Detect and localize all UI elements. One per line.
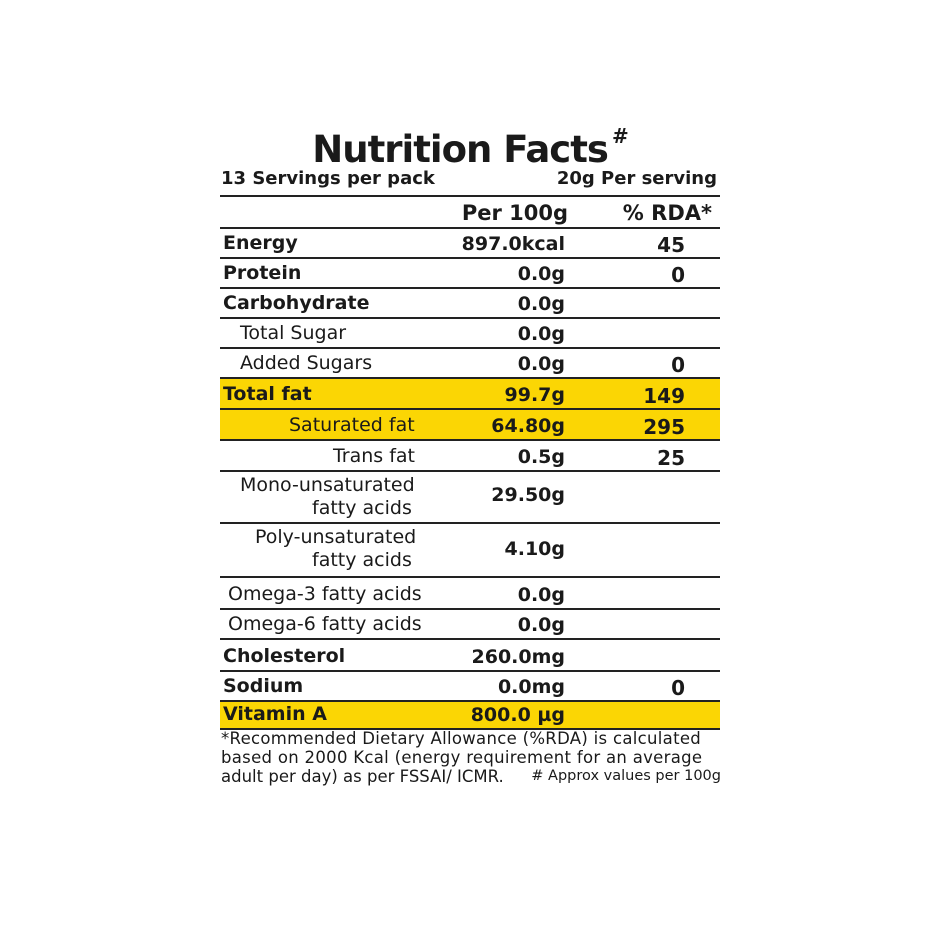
row-label: Poly-unsaturated fatty acids: [220, 526, 416, 572]
serving-size: 20g Per serving: [556, 168, 717, 189]
table-row: Cholesterol 260.0mg: [220, 640, 720, 672]
table-row: Omega-6 fatty acids 0.0g: [220, 610, 720, 640]
table-row: Omega-3 fatty acids 0.0g: [220, 578, 720, 610]
row-label: Total Sugar: [240, 322, 347, 344]
row-label: Trans fat: [332, 445, 415, 467]
row-label: Omega-3 fatty acids: [228, 583, 422, 605]
table-row: Total Sugar 0.0g: [220, 319, 720, 349]
title-text: Nutrition Facts: [312, 128, 609, 171]
table-row: Trans fat 0.5g 25: [220, 441, 720, 472]
per100-value: 0.0g: [517, 614, 565, 636]
table-row: Saturated fat 64.80g 295: [220, 410, 720, 441]
table-row: Sodium 0.0mg 0: [220, 672, 720, 702]
footnote: *Recommended Dietary Allowance (%RDA) is…: [221, 729, 721, 786]
per100-value: 897.0kcal: [461, 233, 565, 255]
per100-value: 0.0g: [517, 353, 565, 375]
row-label: Added Sugars: [240, 352, 373, 374]
table-row: Vitamin A 800.0 µg: [220, 702, 720, 730]
per100-value: 0.5g: [517, 446, 565, 468]
footnote-line: adult per day) as per FSSAI/ ICMR.: [221, 767, 504, 786]
row-label-line: Poly-unsaturated: [255, 526, 417, 548]
row-label: Energy: [223, 232, 298, 254]
table-row: Energy 897.0kcal 45: [220, 229, 720, 259]
rda-value: 25: [657, 446, 685, 470]
per100-value: 800.0 µg: [470, 704, 565, 726]
footnote-line: based on 2000 Kcal (energy requirement f…: [221, 748, 703, 767]
per100-value: 99.7g: [504, 384, 565, 406]
servings-per-pack: 13 Servings per pack: [221, 168, 435, 189]
per100-value: 64.80g: [491, 415, 565, 437]
per100-value: 260.0mg: [471, 646, 566, 668]
title-mark: #: [611, 124, 629, 148]
row-label-line: Mono-unsaturated: [240, 474, 415, 496]
rda-value: 295: [643, 415, 685, 439]
per100-value: 29.50g: [491, 484, 565, 506]
row-label: Protein: [223, 262, 302, 284]
row-label-line: fatty acids: [312, 549, 412, 571]
per100-value: 4.10g: [504, 538, 565, 560]
approx-note: # Approx values per 100g: [531, 768, 721, 784]
per100-value: 0.0g: [517, 293, 565, 315]
rda-value: 45: [657, 233, 685, 257]
per100-value: 0.0g: [517, 263, 565, 285]
row-label: Total fat: [223, 383, 312, 405]
rda-value: 0: [671, 353, 685, 377]
table-row: Poly-unsaturated fatty acids 4.10g: [220, 524, 720, 578]
row-label: Mono-unsaturated fatty acids: [220, 474, 415, 520]
per100-value: 0.0mg: [497, 676, 565, 698]
table-row: Mono-unsaturated fatty acids 29.50g: [220, 472, 720, 524]
row-label: Saturated fat: [289, 414, 415, 436]
row-label: Omega-6 fatty acids: [228, 613, 422, 635]
footnote-line: *Recommended Dietary Allowance (%RDA) is…: [221, 729, 702, 748]
row-label: Cholesterol: [223, 645, 346, 667]
nutrition-table: Per 100g % RDA* Energy 897.0kcal 45 Protein…: [220, 195, 720, 730]
row-label: Carbohydrate: [223, 292, 370, 314]
rda-value: 0: [671, 676, 685, 700]
rda-value: 149: [643, 384, 685, 408]
row-label-line: fatty acids: [312, 497, 412, 519]
table-row: Carbohydrate 0.0g: [220, 289, 720, 319]
per100-header: Per 100g: [461, 201, 568, 225]
per100-value: 0.0g: [517, 323, 565, 345]
table-row: Total fat 99.7g 149: [220, 379, 720, 410]
table-header: Per 100g % RDA*: [220, 197, 720, 229]
table-row: Added Sugars 0.0g 0: [220, 349, 720, 379]
rda-value: 0: [671, 263, 685, 287]
row-label: Sodium: [223, 675, 304, 697]
per100-value: 0.0g: [517, 584, 565, 606]
page-title: Nutrition Facts #: [0, 124, 940, 171]
table-row: Protein 0.0g 0: [220, 259, 720, 289]
rda-header: % RDA*: [622, 201, 712, 225]
row-label: Vitamin A: [223, 703, 327, 725]
